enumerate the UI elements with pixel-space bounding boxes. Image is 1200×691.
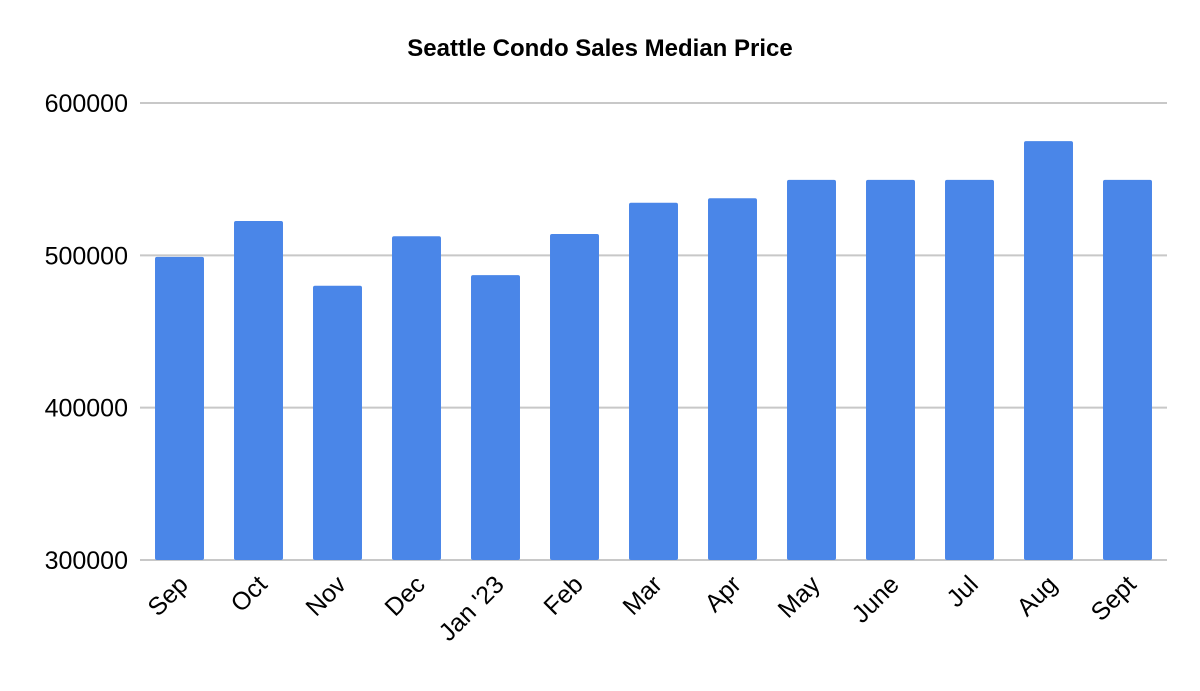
y-tick-label: 400000	[45, 395, 128, 423]
bar	[866, 179, 915, 560]
x-tick-label: Nov	[300, 570, 352, 622]
bar	[392, 236, 441, 560]
bar	[629, 202, 678, 561]
x-tick-label: May	[773, 570, 827, 624]
chart-title: Seattle Condo Sales Median Price	[407, 35, 792, 62]
bar	[787, 179, 836, 560]
bar	[1103, 179, 1152, 560]
bar	[234, 221, 283, 560]
y-tick-label: 500000	[45, 242, 128, 270]
x-tick-label: Jan '23	[433, 570, 509, 646]
x-axis-tick-labels: Sep Oct Nov Dec Jan '23 Feb Mar Apr May June Jul Au…	[142, 570, 1141, 647]
bar	[945, 179, 994, 560]
bars	[155, 141, 1152, 561]
x-tick-label: Mar	[617, 570, 667, 620]
y-tick-label: 600000	[45, 90, 128, 118]
bar	[471, 275, 520, 560]
bar	[313, 285, 362, 560]
x-tick-label: Apr	[699, 570, 746, 617]
x-tick-label: Oct	[225, 570, 272, 617]
x-tick-label: Jul	[941, 570, 983, 612]
x-tick-label: Sept	[1086, 570, 1142, 626]
x-tick-label: June	[847, 570, 905, 628]
bar	[155, 256, 204, 560]
bar	[708, 198, 757, 561]
x-tick-label: Feb	[538, 570, 588, 620]
x-tick-label: Aug	[1011, 570, 1062, 621]
y-axis-tick-labels: 300000 400000 500000 600000	[45, 90, 128, 575]
bar	[550, 234, 599, 561]
bar	[1024, 141, 1073, 561]
x-tick-label: Dec	[379, 570, 430, 621]
y-tick-label: 300000	[45, 547, 128, 575]
x-tick-label: Sep	[142, 570, 193, 621]
